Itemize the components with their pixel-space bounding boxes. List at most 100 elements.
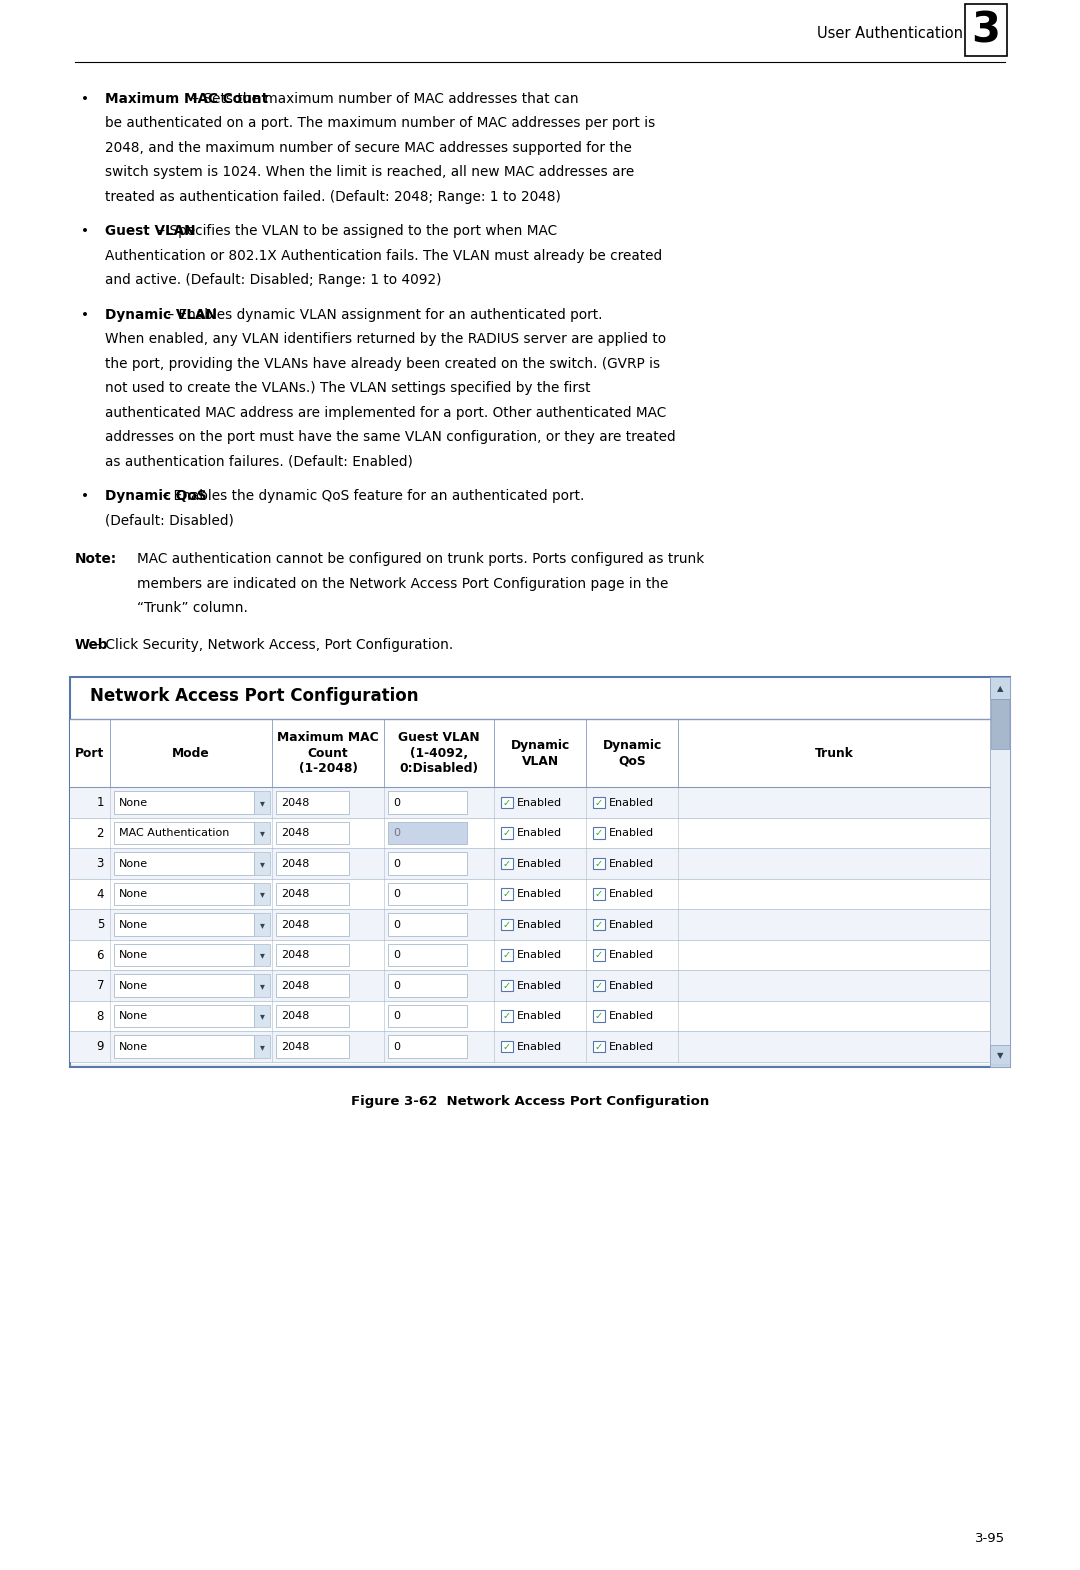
Text: •: • [81, 308, 89, 322]
Text: Dynamic
VLAN: Dynamic VLAN [511, 739, 569, 768]
Bar [388, 1036, 468, 1058]
Text: ▾: ▾ [259, 798, 265, 807]
Text: ✓: ✓ [595, 829, 603, 838]
Text: 2048: 2048 [281, 859, 309, 868]
Bar [593, 980, 605, 991]
Bar [501, 918, 513, 931]
Text: 7: 7 [96, 980, 104, 992]
Text: 2048: 2048 [281, 1011, 309, 1020]
Text: 4: 4 [96, 887, 104, 901]
Text: Authentication or 802.1X Authentication fails. The VLAN must already be created: Authentication or 802.1X Authentication … [105, 250, 662, 264]
Bar [388, 914, 468, 936]
Text: Enabled: Enabled [516, 950, 562, 961]
Text: None: None [119, 859, 148, 868]
Bar [114, 823, 254, 845]
Bar [254, 1005, 270, 1027]
Bar [388, 944, 468, 967]
Bar [276, 1005, 349, 1027]
Text: as authentication failures. (Default: Enabled): as authentication failures. (Default: En… [105, 455, 413, 469]
Text: 0: 0 [393, 920, 400, 929]
Text: Enabled: Enabled [516, 920, 562, 929]
Text: ▾: ▾ [259, 981, 265, 991]
Text: Dynamic
QoS: Dynamic QoS [603, 739, 662, 768]
Text: ✓: ✓ [502, 798, 511, 807]
Bar [276, 1036, 349, 1058]
Text: ✓: ✓ [502, 859, 511, 868]
Bar [388, 823, 468, 845]
Text: 0: 0 [393, 1011, 400, 1020]
Bar [70, 970, 990, 1002]
Bar [276, 914, 349, 936]
Bar [70, 788, 990, 818]
Text: members are indicated on the Network Access Port Configuration page in the: members are indicated on the Network Acc… [137, 578, 669, 590]
Text: ✓: ✓ [595, 920, 603, 929]
Text: ✓: ✓ [502, 950, 511, 961]
Text: 9: 9 [96, 1041, 104, 1053]
Text: 0: 0 [393, 1042, 400, 1052]
Bar [276, 791, 349, 813]
Text: ✓: ✓ [502, 889, 511, 900]
Text: “Trunk” column.: “Trunk” column. [137, 601, 248, 615]
Bar [593, 889, 605, 900]
Text: 2048: 2048 [281, 981, 309, 991]
Bar [276, 944, 349, 967]
Bar [593, 827, 605, 838]
Bar [114, 975, 254, 997]
Bar [254, 882, 270, 906]
Text: 5: 5 [96, 918, 104, 931]
Text: Enabled: Enabled [516, 829, 562, 838]
Text: 3-95: 3-95 [975, 1532, 1005, 1545]
Text: 0: 0 [393, 798, 400, 807]
Text: Enabled: Enabled [608, 859, 653, 868]
Text: ✓: ✓ [595, 1042, 603, 1052]
Text: ✓: ✓ [595, 1011, 603, 1020]
Text: •: • [81, 490, 89, 504]
Text: Guest VLAN: Guest VLAN [105, 225, 195, 239]
Text: – Enables dynamic VLAN assignment for an authenticated port.: – Enables dynamic VLAN assignment for an… [163, 308, 603, 322]
Text: ✓: ✓ [502, 981, 511, 991]
Bar [114, 853, 254, 874]
Bar [276, 853, 349, 874]
Bar [114, 882, 254, 906]
Bar [990, 677, 1010, 700]
Bar [593, 1041, 605, 1052]
Bar [593, 950, 605, 961]
Bar [593, 1011, 605, 1022]
Bar [991, 700, 1009, 749]
Bar [114, 1005, 254, 1027]
Text: None: None [119, 889, 148, 900]
Text: ✓: ✓ [502, 920, 511, 929]
Text: Enabled: Enabled [608, 1011, 653, 1020]
Text: ▾: ▾ [259, 1042, 265, 1052]
Bar [593, 918, 605, 931]
Text: Web: Web [75, 639, 108, 652]
Text: Enabled: Enabled [516, 981, 562, 991]
Text: Dynamic QoS: Dynamic QoS [105, 490, 206, 504]
Text: Enabled: Enabled [608, 981, 653, 991]
Bar [70, 1002, 990, 1031]
Text: None: None [119, 950, 148, 961]
Text: Enabled: Enabled [608, 829, 653, 838]
Text: ▾: ▾ [259, 1011, 265, 1020]
Text: ▲: ▲ [997, 685, 1003, 692]
Text: None: None [119, 981, 148, 991]
Text: 0: 0 [393, 829, 400, 838]
Bar [501, 1041, 513, 1052]
Bar [114, 914, 254, 936]
Bar [254, 975, 270, 997]
Bar [388, 882, 468, 906]
Text: 2048: 2048 [281, 1042, 309, 1052]
Text: – Click Security, Network Access, Port Configuration.: – Click Security, Network Access, Port C… [90, 639, 453, 652]
Text: ▾: ▾ [259, 859, 265, 868]
Bar [501, 798, 513, 809]
Text: not used to create the VLANs.) The VLAN settings specified by the first: not used to create the VLANs.) The VLAN … [105, 382, 591, 396]
Text: None: None [119, 1042, 148, 1052]
Bar [70, 818, 990, 848]
Text: ▾: ▾ [259, 920, 265, 929]
Text: 2: 2 [96, 827, 104, 840]
Text: Enabled: Enabled [608, 920, 653, 929]
Bar [114, 1036, 254, 1058]
Text: 0: 0 [393, 889, 400, 900]
Text: MAC authentication cannot be configured on trunk ports. Ports configured as trun: MAC authentication cannot be configured … [137, 553, 704, 567]
Text: 2048: 2048 [281, 920, 309, 929]
